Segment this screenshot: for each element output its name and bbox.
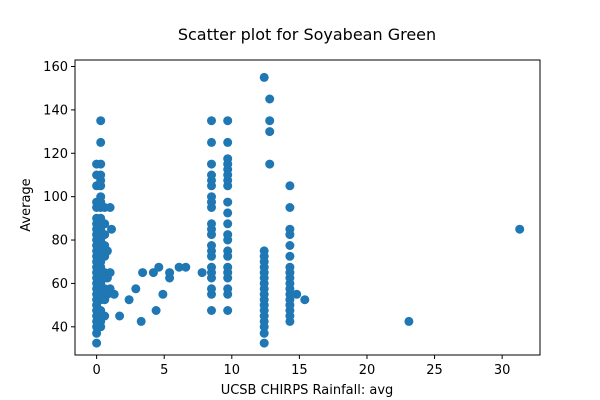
data-point xyxy=(207,284,216,294)
data-point xyxy=(207,159,216,169)
x-tick-label: 5 xyxy=(160,363,168,378)
data-point xyxy=(515,224,525,234)
data-point xyxy=(292,289,302,299)
data-point xyxy=(285,262,295,272)
data-point xyxy=(223,246,233,256)
data-point xyxy=(92,328,102,338)
data-point xyxy=(285,251,295,261)
y-tick-label: 120 xyxy=(43,147,68,162)
data-point xyxy=(223,306,233,315)
data-point xyxy=(131,284,141,294)
x-tick-label: 30 xyxy=(494,363,511,378)
data-point xyxy=(107,224,116,234)
data-point xyxy=(154,262,164,272)
x-tick-label: 10 xyxy=(224,363,241,378)
data-point xyxy=(207,219,216,229)
data-point xyxy=(138,268,148,278)
x-tick-label: 20 xyxy=(359,363,376,378)
data-point xyxy=(259,328,269,338)
data-point xyxy=(285,181,295,191)
data-point xyxy=(136,316,146,326)
data-point xyxy=(265,127,275,137)
data-point xyxy=(92,338,102,348)
data-point xyxy=(223,197,233,207)
data-point xyxy=(207,116,216,126)
data-point xyxy=(285,203,295,212)
data-point xyxy=(96,192,106,202)
data-point xyxy=(124,295,134,305)
data-point xyxy=(100,311,110,321)
data-point xyxy=(404,316,414,326)
data-point xyxy=(96,170,106,180)
data-point xyxy=(158,289,168,299)
data-point xyxy=(259,246,269,256)
data-point xyxy=(207,306,216,315)
data-point xyxy=(105,268,115,278)
data-point xyxy=(265,116,275,126)
data-point xyxy=(165,273,175,283)
data-point xyxy=(181,262,191,272)
data-point xyxy=(259,72,269,82)
plot-frame xyxy=(74,59,541,356)
chart-title: Scatter plot for Soyabean Green xyxy=(178,25,436,44)
data-point xyxy=(151,306,161,315)
data-point xyxy=(223,219,233,229)
data-point xyxy=(300,295,310,305)
points-layer xyxy=(92,72,525,348)
data-point xyxy=(223,208,233,218)
data-point xyxy=(223,137,233,147)
y-tick-label: 80 xyxy=(51,234,68,249)
y-axis-label: Average xyxy=(19,178,34,231)
data-point xyxy=(174,262,184,272)
x-tick-label: 15 xyxy=(291,363,308,378)
data-point xyxy=(265,159,275,169)
data-point xyxy=(207,137,216,147)
data-point xyxy=(96,137,106,147)
data-point xyxy=(109,289,119,299)
y-tick-label: 140 xyxy=(43,103,68,118)
y-tick-label: 40 xyxy=(51,320,68,335)
data-point xyxy=(285,241,295,250)
data-point xyxy=(207,262,216,272)
data-point xyxy=(223,116,233,126)
data-point xyxy=(96,116,106,126)
data-point xyxy=(105,203,115,212)
data-point xyxy=(265,94,275,104)
data-point xyxy=(100,230,110,240)
x-tick-label: 0 xyxy=(92,363,100,378)
data-point xyxy=(207,241,216,250)
data-point xyxy=(102,246,112,256)
y-tick-label: 100 xyxy=(43,190,68,205)
data-point xyxy=(115,311,125,321)
y-tick-label: 160 xyxy=(43,60,68,75)
x-axis: 0 5 10 15 20 25 30 xyxy=(92,355,510,378)
data-point xyxy=(207,192,216,202)
x-axis-label: UCSB CHIRPS Rainfall: avg xyxy=(221,383,394,398)
data-point xyxy=(223,284,233,294)
y-tick-label: 60 xyxy=(51,277,68,292)
data-point xyxy=(223,230,233,240)
x-tick-label: 25 xyxy=(426,363,443,378)
data-point xyxy=(100,219,110,229)
data-point xyxy=(223,262,233,272)
data-point xyxy=(259,338,269,348)
data-point xyxy=(197,268,207,278)
data-point xyxy=(223,154,233,164)
data-point xyxy=(207,170,216,180)
y-axis: 40 60 80 100 120 140 160 xyxy=(43,60,75,335)
data-point xyxy=(285,224,295,234)
data-point xyxy=(96,159,106,169)
